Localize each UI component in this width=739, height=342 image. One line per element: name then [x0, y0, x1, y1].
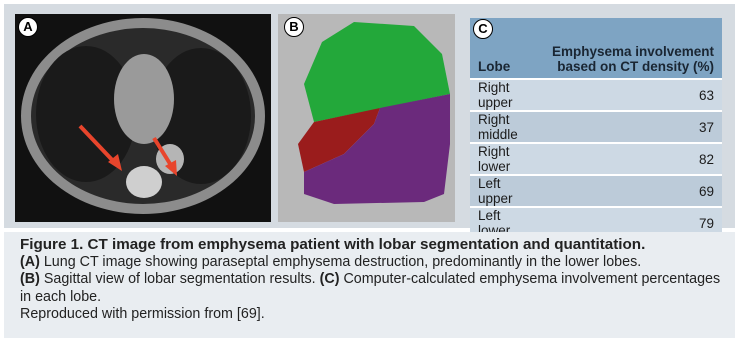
segment-lower: [304, 94, 450, 204]
lobe-cell: Right upper: [470, 78, 539, 111]
caption-text: Computer-calculated emphysema involvemen…: [20, 271, 721, 305]
panel-label: C: [473, 19, 493, 39]
table-row: Right upper 63: [470, 78, 722, 111]
caption-part: (B) Sagittal view of lobar segmentation …: [20, 271, 316, 287]
table-row: Left upper 69: [470, 174, 722, 207]
value-cell: 82: [538, 142, 722, 175]
arrow: [152, 136, 174, 169]
caption-part: (C) Computer-calculated emphysema involv…: [20, 271, 720, 305]
caption-label: (B): [20, 271, 40, 287]
lobe-cell: Left upper: [470, 174, 539, 207]
arrowhead: [108, 154, 122, 171]
lobe-cell: Right middle: [470, 110, 539, 143]
caption-text: Sagittal view of lobar segmentation resu…: [43, 271, 316, 287]
caption-credit: Reproduced with permission from [69].: [20, 306, 265, 322]
ct-spine: [126, 166, 162, 198]
panel-label: A: [18, 17, 38, 37]
segment-upper: [304, 22, 450, 122]
table-row: Right middle 37: [470, 110, 722, 143]
figure-images: [15, 14, 455, 222]
ct-right-lung: [36, 46, 136, 182]
value-cell: 37: [538, 110, 722, 143]
figure-panel: A B C Lobe Emphysema involvement based o…: [4, 4, 735, 238]
arrowhead: [165, 160, 177, 176]
panel-label: B: [284, 17, 304, 37]
lobe-cell: Right lower: [470, 142, 539, 175]
caption-part: (A) Lung CT image showing paraseptal emp…: [20, 254, 641, 270]
header-cell: Emphysema involvement based on CT densit…: [538, 18, 722, 79]
table-row: Right lower 82: [470, 142, 722, 175]
table: Lobe Emphysema involvement based on CT d…: [470, 18, 722, 238]
caption-title: Figure 1. CT image from emphysema patien…: [20, 236, 646, 253]
caption-label: (A): [20, 253, 40, 270]
segment-middle: [298, 108, 380, 172]
value-cell: 63: [538, 78, 722, 111]
ct-mediastinum: [114, 54, 174, 144]
caption-label: (C): [319, 271, 340, 287]
arrow: [78, 124, 118, 166]
value-cell: 69: [538, 174, 722, 207]
caption-text: Lung CT image showing paraseptal emphyse…: [43, 253, 642, 270]
caption: Figure 1. CT image from emphysema patien…: [4, 232, 735, 338]
